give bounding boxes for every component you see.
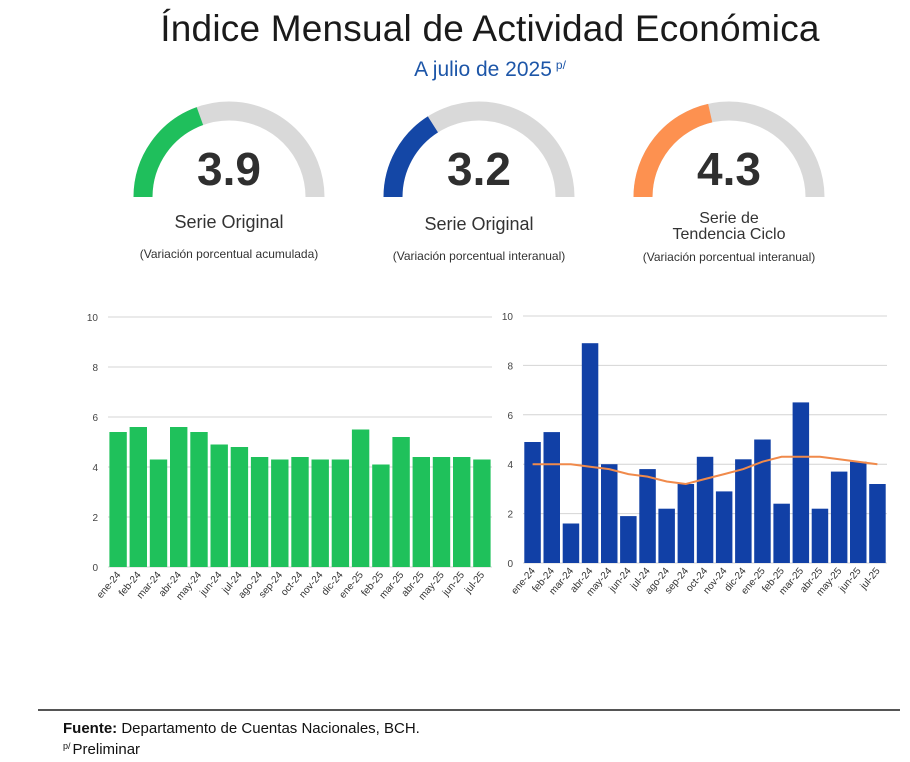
bar xyxy=(830,471,848,563)
gauge-fill xyxy=(633,103,713,198)
gauge-note: (Variación porcentual interanual) xyxy=(642,250,816,264)
bar xyxy=(601,464,618,563)
y-tick-label: 8 xyxy=(92,363,98,374)
y-tick-label: 10 xyxy=(87,313,99,324)
gauge-value: 3.2 xyxy=(447,143,511,195)
bar xyxy=(715,491,733,563)
source-text: Departamento de Cuentas Nacionales, BCH. xyxy=(117,720,420,737)
bar xyxy=(291,457,309,567)
gauge-note: (Variación porcentual interanual) xyxy=(392,249,566,263)
y-tick-label: 0 xyxy=(92,563,98,574)
bar xyxy=(581,343,599,563)
x-tick-label: jul-25 xyxy=(858,566,883,593)
bar xyxy=(562,523,580,563)
source-label: Fuente: xyxy=(63,720,118,737)
bar xyxy=(271,459,289,567)
bar xyxy=(453,457,471,567)
y-tick-label: 6 xyxy=(92,413,98,424)
x-tick-label: jun-25 xyxy=(440,570,467,599)
bar xyxy=(869,484,886,563)
bar xyxy=(311,459,329,567)
bar xyxy=(190,432,208,567)
y-tick-label: 4 xyxy=(507,460,513,471)
gauge-label: Serie Original xyxy=(174,212,284,232)
gauge-arc xyxy=(133,101,325,198)
bar xyxy=(432,457,451,567)
gauge-arc xyxy=(633,101,825,198)
gauge-note: (Variación porcentual acumulada) xyxy=(139,247,319,261)
gauge-fill xyxy=(383,116,439,198)
preliminary-mark: p/ xyxy=(555,58,566,72)
x-tick-label: ene-24 xyxy=(95,570,124,601)
gauge-trend-cycle: 4.3 Serie de Tendencia Ciclo (Variación … xyxy=(624,92,834,282)
x-tick-label: jun-24 xyxy=(198,570,225,599)
bar xyxy=(392,437,410,567)
bar xyxy=(620,516,637,563)
bar xyxy=(639,469,656,563)
page-title: Índice Mensual de Actividad Económica xyxy=(160,8,820,49)
note-text: Preliminar xyxy=(72,741,141,758)
bar xyxy=(331,459,350,567)
bar xyxy=(792,402,810,563)
bar xyxy=(754,439,771,563)
y-tick-label: 4 xyxy=(92,463,98,474)
bar xyxy=(773,503,790,563)
note-mark: p/ xyxy=(63,741,71,751)
bar xyxy=(372,464,390,567)
gauge-fill xyxy=(133,107,204,198)
bar xyxy=(696,456,714,563)
gauge-interannual-original: 3.2 Serie Original (Variación porcentual… xyxy=(374,92,584,282)
gauge-arc xyxy=(383,101,575,198)
gauge-value: 4.3 xyxy=(697,143,761,195)
y-tick-label: 6 xyxy=(507,411,513,422)
subtitle-text: A julio de 2025 xyxy=(414,58,552,81)
preliminary-note: p/Preliminar xyxy=(63,741,140,758)
chart-interannual: 0246810ene-24feb-24mar-24abr-24may-24jun… xyxy=(502,312,887,598)
y-tick-label: 2 xyxy=(92,513,98,524)
bar xyxy=(351,429,370,567)
bar xyxy=(230,447,249,567)
trend-line xyxy=(532,455,878,486)
bar xyxy=(735,459,752,563)
y-tick-label: 10 xyxy=(502,312,514,323)
y-tick-label: 0 xyxy=(507,559,513,570)
bar xyxy=(677,484,695,563)
footer-divider xyxy=(38,709,900,711)
bar xyxy=(170,427,188,567)
x-tick-label: ene-24 xyxy=(509,566,538,597)
bar xyxy=(210,444,228,567)
gauge-value: 3.9 xyxy=(197,143,261,195)
gauge-accumulated: 3.9 Serie Original (Variación porcentual… xyxy=(124,92,334,282)
bar xyxy=(250,457,269,567)
y-tick-label: 2 xyxy=(507,510,513,521)
bar xyxy=(412,457,430,567)
chart-accumulated: 0246810ene-24feb-24mar-24abr-24may-24jun… xyxy=(87,313,492,602)
bar xyxy=(149,459,168,567)
x-tick-label: jul-25 xyxy=(462,570,487,597)
bar xyxy=(543,432,560,563)
gauge-label-line1: Serie de xyxy=(699,210,759,227)
bar xyxy=(109,432,127,567)
gauge-label-line2: Tendencia Ciclo xyxy=(672,226,786,243)
bar xyxy=(850,461,867,563)
page-subtitle: A julio de 2025 p/ xyxy=(0,58,910,82)
source-note: Fuente: Departamento de Cuentas Nacional… xyxy=(63,720,420,737)
y-tick-label: 8 xyxy=(507,361,513,372)
gauge-label: Serie Original xyxy=(424,214,534,234)
bar xyxy=(811,508,829,563)
bar xyxy=(658,508,675,563)
bar xyxy=(129,427,147,567)
bar xyxy=(524,442,541,563)
bar xyxy=(473,459,491,567)
